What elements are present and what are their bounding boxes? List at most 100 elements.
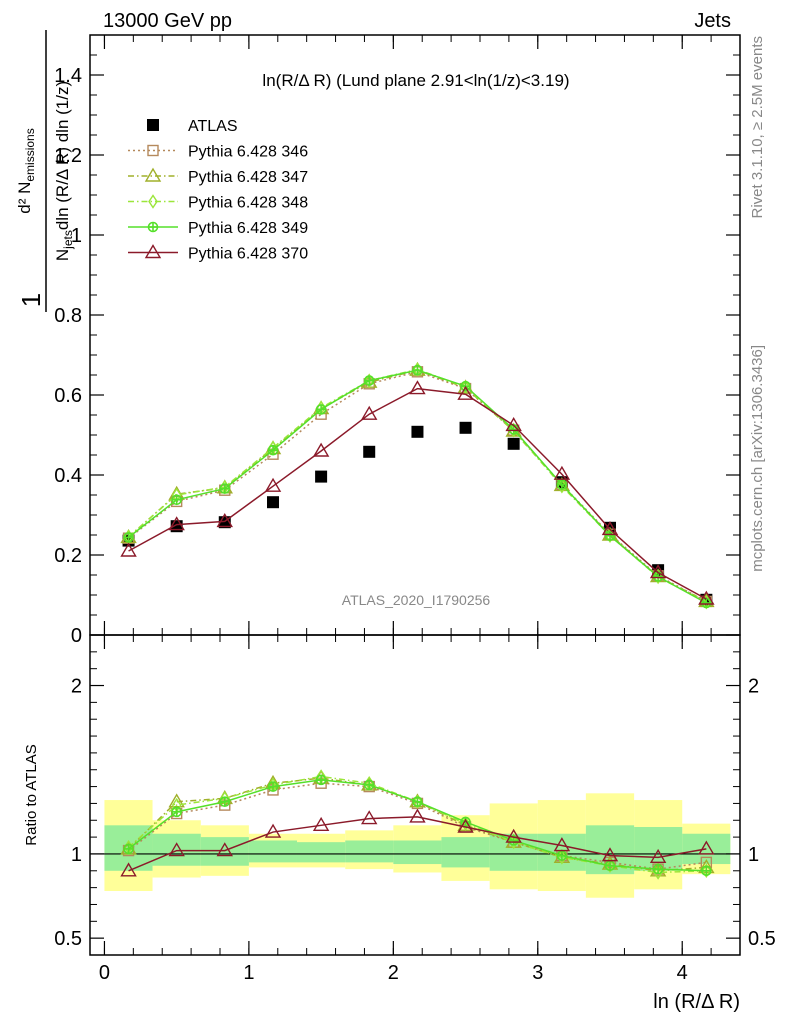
svg-text:Njetsdln (R/Δ R) dln (1/z): Njetsdln (R/Δ R) dln (1/z) [53, 81, 75, 261]
legend-label: Pythia 6.428 349 [188, 220, 308, 237]
legend-label: Pythia 6.428 346 [188, 144, 308, 161]
ratio-series-3-point [701, 865, 712, 877]
main-series-4-line [128, 369, 707, 604]
ratio-series-4-point [168, 842, 185, 857]
ratio-series-3-point [556, 850, 568, 861]
stat-band-bin [441, 837, 490, 868]
ratio-series-4-line [128, 816, 707, 872]
x-tick-label: 4 [677, 962, 688, 984]
ratio-y-tick-label-right: 2 [748, 676, 759, 698]
legend-label: Pythia 6.428 348 [188, 195, 308, 212]
analysis-id: ATLAS_2020_I1790256 [342, 592, 491, 608]
x-tick-label: 1 [243, 962, 254, 984]
main-series-0-point [507, 437, 520, 450]
main-series-5-point [601, 521, 619, 536]
x-tick-label: 0 [99, 962, 110, 984]
x-axis-title: ln (R/Δ R) [653, 991, 740, 1013]
ratio-series-4-point [409, 808, 426, 823]
legend-marker [147, 221, 159, 233]
main-series-4-point [123, 532, 134, 543]
ratio-series-4-point [553, 837, 571, 852]
ratio-series-4-point [312, 816, 330, 832]
main-series-4-point [363, 375, 375, 386]
legend-entry: Pythia 6.428 349 [128, 220, 308, 237]
main-series-4-point [701, 597, 712, 609]
legend-marker [144, 167, 162, 182]
main-series-3-point [364, 373, 375, 388]
main-series-4-point [267, 444, 279, 456]
ratio-series-4-point [601, 847, 619, 862]
ratio-series-4-point [216, 842, 233, 857]
ratio-series-2-point [605, 858, 615, 873]
plot-title: ln(R/Δ R) (Lund plane 2.91<ln(1/z)<3.19) [262, 71, 569, 90]
main-series-4-point [556, 479, 568, 490]
main-series-5-point [264, 477, 282, 492]
header-right: Jets [694, 10, 731, 32]
ratio-y-tick-label: 0.5 [54, 928, 82, 950]
main-series-0-point [267, 496, 280, 509]
main-series-5-point [120, 542, 137, 557]
legend-entry: Pythia 6.428 347 [128, 167, 308, 186]
header-left: 13000 GeV pp [103, 10, 232, 32]
ratio-y-tick-label: 1 [71, 844, 82, 866]
legend-marker [147, 144, 159, 157]
main-series-5-point [457, 385, 474, 400]
ratio-series-3-point [604, 860, 616, 872]
main-series-5-point [505, 417, 522, 432]
main-series-5-point [360, 405, 378, 420]
ratio-series-2-point [412, 794, 423, 809]
main-y-tick-label: 0 [71, 625, 82, 647]
svg-text:d² Nemissions: d² Nemissions [15, 128, 37, 213]
main-series-4-point [171, 494, 182, 506]
main-y-tick-label: 1.4 [54, 65, 82, 87]
main-series-0-point [363, 445, 376, 458]
ratio-series-3-point [652, 863, 664, 875]
legend-marker [148, 194, 158, 209]
legend-label: Pythia 6.428 347 [188, 169, 308, 186]
legend-entry: Pythia 6.428 346 [128, 144, 308, 161]
ratio-series-4-point [649, 848, 667, 864]
stat-band-bin [393, 840, 442, 865]
main-y-tick-label: 0.6 [54, 385, 82, 407]
ratio-series-2-point [701, 863, 712, 879]
legend-marker [144, 244, 162, 259]
main-series-1-line [128, 371, 707, 603]
main-series-3-line [128, 368, 707, 603]
legend-marker [147, 119, 159, 131]
main-series-0-point [411, 425, 424, 438]
main-series-5-point [168, 516, 185, 531]
mcplots-label: mcplots.cern.ch [arXiv:1306.3436] [749, 345, 766, 572]
ratio-y-axis-title: Ratio to ATLAS [23, 744, 40, 845]
main-y-tick-label: 1 [71, 225, 82, 247]
ratio-series-4-point [505, 828, 522, 843]
ratio-series-3-point [171, 806, 182, 818]
main-series-0-point [315, 470, 328, 483]
stat-band-bin [248, 840, 297, 863]
main-series-4-point [219, 483, 231, 494]
stat-band-bin [296, 842, 346, 863]
main-series-5-point [216, 513, 233, 528]
main-series-5-point [553, 465, 571, 480]
ratio-series-4-point [698, 840, 715, 855]
stat-band-bin [345, 840, 394, 863]
main-series-5-point [312, 442, 330, 457]
ratio-series-3-point [412, 796, 423, 808]
ratio-y-tick-label-right: 0.5 [748, 928, 776, 950]
main-series-5-point [409, 380, 426, 395]
ratio-series-2-point [653, 865, 663, 880]
ratio-plot-frame [89, 634, 741, 956]
ratio-series-4-point [120, 862, 137, 877]
ratio-series-3-point [267, 781, 279, 792]
main-y-tick-label: 0.4 [54, 465, 82, 487]
ratio-series-3-point [123, 843, 134, 855]
main-y-tick-label: 1.2 [54, 145, 82, 167]
main-series-2-line [128, 369, 707, 603]
ratio-series-3-point [315, 774, 327, 786]
ratio-series-4-point [360, 810, 378, 825]
legend-entry: ATLAS [147, 118, 238, 135]
ratio-y-tick-label: 2 [71, 676, 82, 698]
legend-label: ATLAS [188, 118, 238, 135]
rivet-label: Rivet 3.1.10, ≥ 2.5M events [749, 36, 766, 219]
stat-band-bin [152, 833, 201, 866]
